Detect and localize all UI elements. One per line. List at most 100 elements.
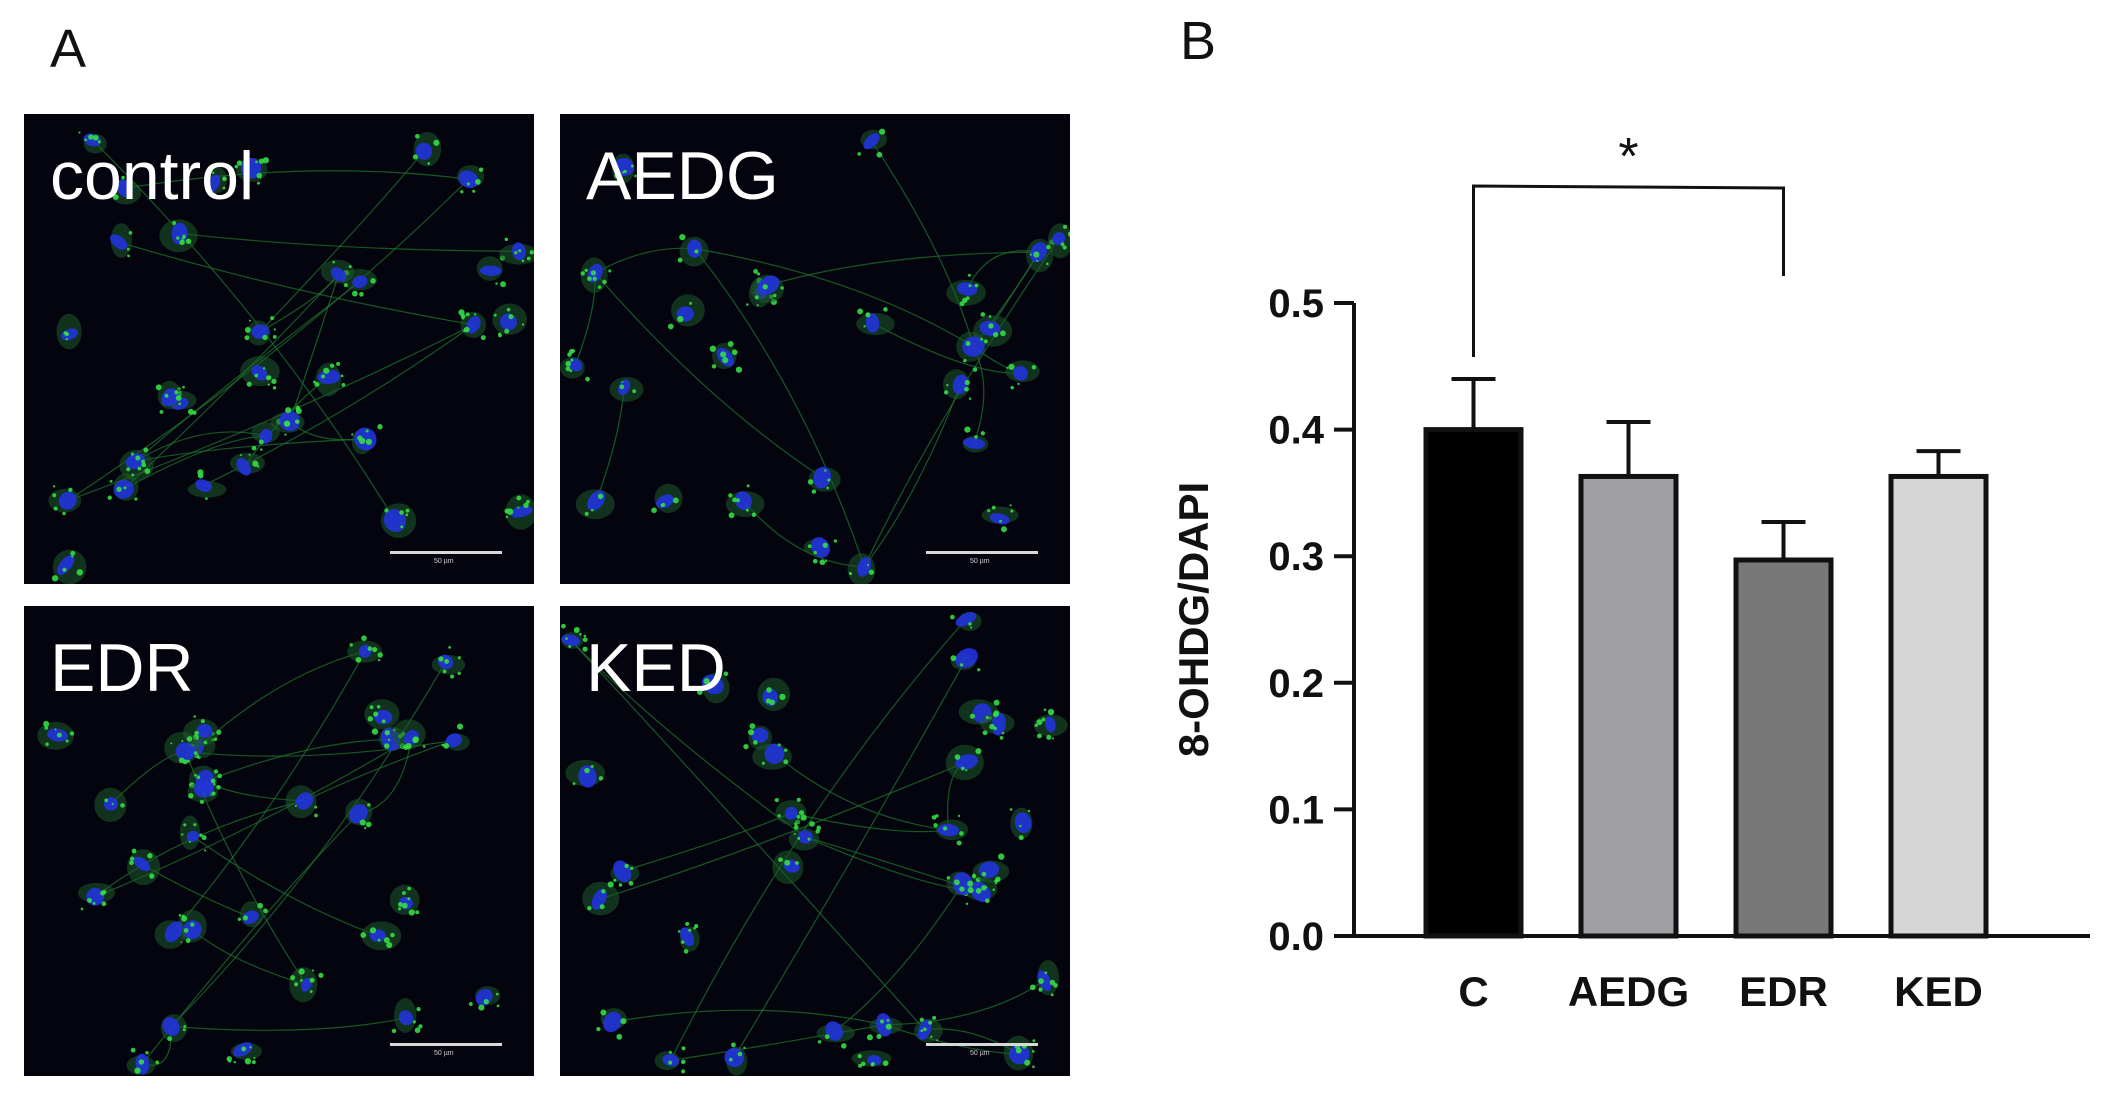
stain-dot — [526, 499, 530, 504]
nucleus — [757, 275, 780, 295]
nucleus — [865, 313, 880, 333]
stain-dot — [957, 814, 961, 818]
stain-dot — [418, 1024, 423, 1029]
stain-dot — [369, 927, 377, 934]
stain-dot — [397, 907, 402, 911]
stain-dot — [84, 138, 87, 142]
nucleus — [415, 142, 433, 160]
stain-dot — [827, 478, 831, 482]
stain-dot — [408, 909, 415, 916]
stain-dot — [667, 323, 674, 330]
micrograph-cells — [37, 635, 501, 1076]
stain-dot — [923, 1027, 927, 1032]
stain-dot — [931, 815, 937, 820]
stain-dot — [272, 386, 277, 390]
stain-dot — [599, 904, 605, 910]
stain-dot — [1060, 242, 1065, 247]
neurite — [694, 248, 974, 348]
stain-dot — [1017, 382, 1020, 386]
stain-dot — [561, 623, 566, 629]
stain-dot — [833, 539, 838, 543]
stain-dot — [597, 493, 604, 499]
scale-bar-text: 50 µm — [970, 1050, 990, 1057]
nucleus — [349, 804, 368, 824]
neurite — [694, 248, 865, 568]
stain-dot — [1008, 363, 1015, 370]
stain-dot — [1031, 1050, 1035, 1053]
stain-dot — [728, 493, 733, 498]
stain-dot — [120, 803, 125, 808]
stain-dot — [590, 764, 594, 768]
stain-dot — [267, 383, 270, 386]
stain-dot — [314, 381, 320, 387]
stain-dot — [217, 773, 222, 779]
stain-dot — [211, 171, 215, 175]
stain-dot — [613, 878, 617, 882]
micrograph-ked: KED 50 µm — [560, 606, 1070, 1076]
stain-dot — [187, 759, 190, 763]
stain-dot — [174, 390, 179, 395]
stain-dot — [743, 743, 749, 750]
stain-dot — [183, 823, 187, 827]
stain-dot — [241, 1046, 247, 1052]
stain-dot — [857, 308, 864, 315]
stain-dot — [584, 767, 590, 774]
stain-dot — [284, 433, 287, 436]
stain-dot — [62, 567, 67, 572]
stain-dot — [1018, 835, 1024, 841]
stain-dot — [504, 237, 509, 242]
nucleus — [825, 1021, 843, 1041]
stain-dot — [134, 497, 138, 501]
stain-dot — [992, 332, 999, 338]
stain-dot — [970, 626, 973, 629]
nucleus — [1013, 365, 1028, 381]
stain-dot — [960, 766, 965, 771]
stain-dot — [866, 1034, 873, 1041]
stain-dot — [857, 152, 861, 156]
stain-dot — [570, 358, 574, 362]
stain-dot — [774, 798, 779, 803]
stain-dot — [407, 897, 411, 901]
stain-dot — [526, 256, 531, 261]
stain-dot — [965, 902, 969, 906]
stain-dot — [441, 743, 445, 747]
stain-dot — [621, 380, 624, 384]
stain-dot — [364, 826, 367, 830]
nucleus — [279, 410, 301, 432]
neurite — [863, 238, 1060, 568]
stain-dot — [80, 907, 84, 911]
nucleus — [957, 282, 978, 296]
stain-dot — [994, 879, 998, 884]
nucleus — [662, 1054, 680, 1067]
stain-dot — [950, 614, 955, 620]
stain-dot — [351, 433, 354, 436]
stain-dot — [284, 420, 291, 427]
stain-dot — [812, 558, 818, 564]
stain-dot — [68, 487, 73, 493]
neurite — [599, 761, 967, 900]
stain-dot — [769, 699, 775, 706]
stain-dot — [998, 853, 1005, 860]
stain-dot — [123, 486, 127, 490]
stain-dot — [783, 759, 789, 765]
stain-dot — [262, 157, 270, 164]
stain-dot — [70, 550, 76, 556]
stain-dot — [969, 713, 975, 719]
stain-dot — [309, 990, 313, 993]
stain-dot — [521, 323, 525, 326]
stain-dot — [294, 982, 299, 987]
stain-dot — [312, 380, 316, 384]
nucleus — [58, 491, 77, 510]
stain-dot — [1062, 224, 1068, 229]
stain-dot — [999, 736, 1004, 740]
stain-dot — [630, 866, 634, 871]
stain-dot — [504, 328, 510, 334]
stain-dot — [1033, 251, 1040, 258]
stain-dot — [954, 754, 961, 760]
stain-dot — [248, 319, 251, 322]
stain-dot — [858, 1063, 862, 1068]
stain-dot — [1000, 526, 1007, 533]
nucleus — [466, 316, 481, 334]
neurite — [570, 639, 806, 838]
panel-a-label: A — [50, 19, 87, 79]
